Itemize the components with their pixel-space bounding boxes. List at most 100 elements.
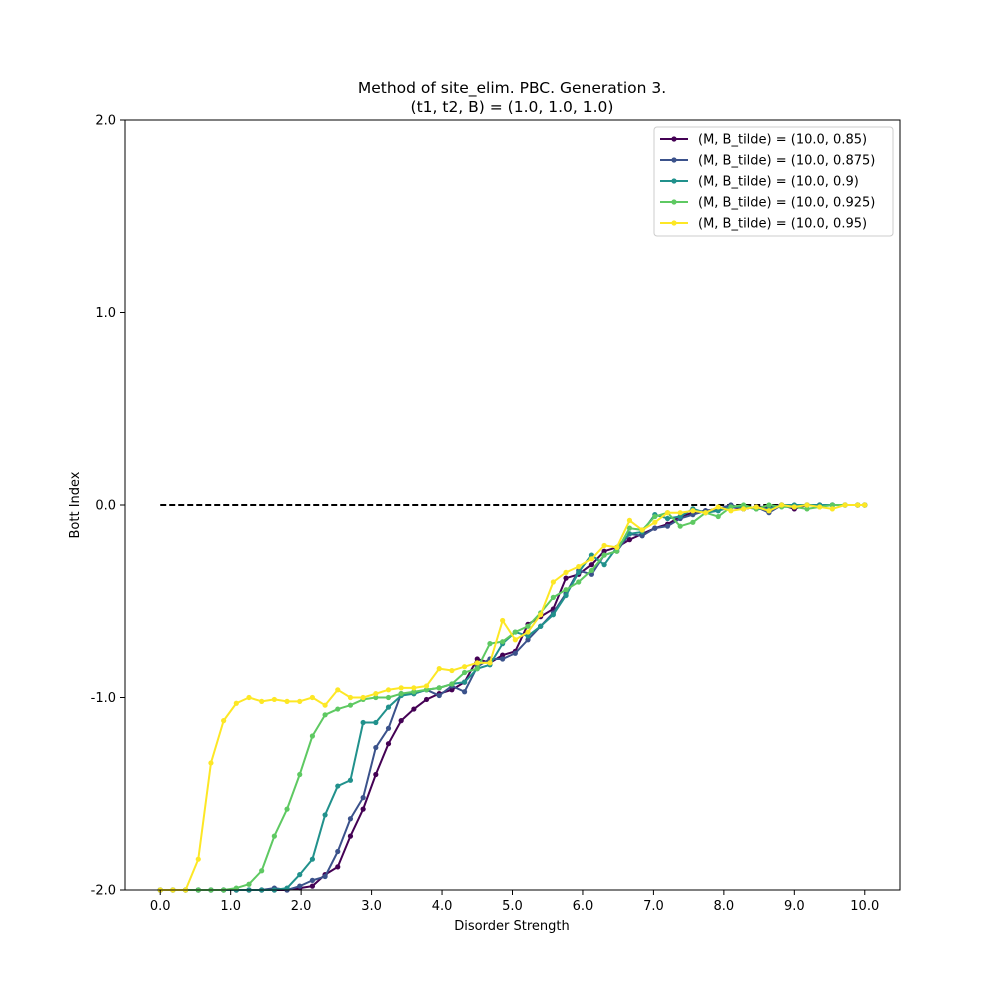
data-point	[474, 660, 480, 666]
data-point	[474, 656, 480, 662]
data-point	[626, 517, 633, 524]
data-point	[233, 885, 239, 891]
legend-swatch-marker	[671, 178, 677, 184]
data-point	[436, 666, 442, 672]
data-point	[500, 656, 506, 662]
legend-entry: (M, B_tilde) = (10.0, 0.925)	[660, 196, 875, 211]
legend-swatch-marker	[671, 157, 677, 163]
data-point	[360, 795, 366, 801]
data-point	[474, 666, 480, 672]
data-point	[500, 639, 506, 645]
data-point	[195, 856, 201, 862]
data-point	[740, 502, 747, 508]
data-point	[271, 833, 277, 839]
data-point	[233, 700, 239, 706]
data-point	[862, 502, 868, 508]
x-tick-label: 9.0	[784, 899, 805, 914]
data-point	[804, 506, 810, 512]
data-point	[347, 833, 354, 839]
data-point	[664, 523, 671, 529]
data-point	[385, 687, 392, 693]
data-point	[271, 696, 277, 703]
y-tick-label: -1.0	[91, 691, 116, 706]
data-point	[373, 719, 379, 726]
data-point	[297, 872, 303, 878]
data-point	[829, 506, 835, 512]
data-point	[550, 594, 556, 601]
data-point	[284, 806, 290, 812]
data-point	[601, 552, 607, 558]
x-tick-label: 8.0	[714, 899, 735, 914]
chart-title: Method of site_elim. PBC. Generation 3.	[358, 79, 666, 98]
data-point	[500, 652, 506, 658]
data-point	[563, 575, 569, 581]
data-point	[601, 548, 607, 554]
data-point	[728, 504, 734, 510]
legend-entry: (M, B_tilde) = (10.0, 0.875)	[660, 154, 875, 169]
legend-label: (M, B_tilde) = (10.0, 0.85)	[698, 133, 867, 148]
legend-swatch-marker	[671, 220, 677, 226]
data-point	[335, 706, 341, 712]
data-point	[385, 704, 392, 710]
data-point	[373, 744, 379, 751]
x-tick-label: 10.0	[850, 899, 879, 914]
data-point	[614, 544, 620, 550]
data-point	[373, 771, 379, 778]
data-point	[690, 508, 696, 514]
data-point	[335, 848, 341, 855]
data-point	[500, 617, 506, 624]
data-point	[740, 506, 747, 512]
data-point	[690, 519, 696, 525]
data-point	[626, 537, 633, 543]
data-point	[690, 512, 696, 518]
data-point	[423, 687, 430, 693]
chart-subtitle: (t1, t2, B) = (1.0, 1.0, 1.0)	[411, 98, 614, 116]
data-point	[576, 569, 582, 575]
data-point	[385, 694, 392, 701]
data-point	[385, 725, 392, 731]
data-point	[360, 719, 366, 726]
legend-label: (M, B_tilde) = (10.0, 0.925)	[698, 196, 875, 211]
data-point	[449, 687, 455, 693]
data-point	[461, 664, 468, 670]
data-point	[347, 816, 354, 822]
legend: (M, B_tilde) = (10.0, 0.85) (M, B_tilde) …	[653, 126, 894, 237]
data-point	[436, 685, 442, 691]
x-tick-label: 5.0	[502, 899, 523, 914]
y-tick-label: -2.0	[91, 884, 116, 899]
y-tick-label: 0.0	[95, 499, 116, 514]
legend-entry: (M, B_tilde) = (10.0, 0.95)	[660, 217, 867, 232]
data-point	[512, 637, 518, 643]
data-point	[423, 696, 430, 703]
data-point	[309, 856, 316, 862]
data-point	[626, 525, 633, 531]
data-point	[601, 562, 607, 568]
legend-label: (M, B_tilde) = (10.0, 0.95)	[698, 217, 867, 232]
legend-label: (M, B_tilde) = (10.0, 0.9)	[698, 175, 859, 190]
data-point	[487, 641, 493, 647]
data-point	[411, 689, 417, 695]
data-point	[804, 502, 810, 508]
data-point	[309, 877, 316, 883]
data-point	[297, 883, 303, 889]
data-point	[550, 612, 556, 618]
data-point	[309, 733, 316, 739]
data-point	[525, 637, 531, 643]
data-point	[284, 885, 290, 891]
data-point	[297, 698, 303, 704]
data-point	[525, 629, 531, 635]
legend-swatch-marker	[671, 199, 677, 205]
data-point	[766, 502, 772, 508]
data-point	[436, 692, 442, 699]
data-point	[677, 510, 683, 516]
data-point	[842, 502, 848, 508]
legend-swatch-marker	[671, 136, 677, 142]
data-point	[715, 504, 721, 510]
data-point	[347, 777, 354, 783]
data-point	[652, 519, 658, 525]
data-point	[652, 525, 658, 531]
data-point	[259, 868, 265, 874]
data-point	[347, 694, 354, 701]
series-5	[157, 502, 868, 893]
data-point	[423, 683, 430, 689]
